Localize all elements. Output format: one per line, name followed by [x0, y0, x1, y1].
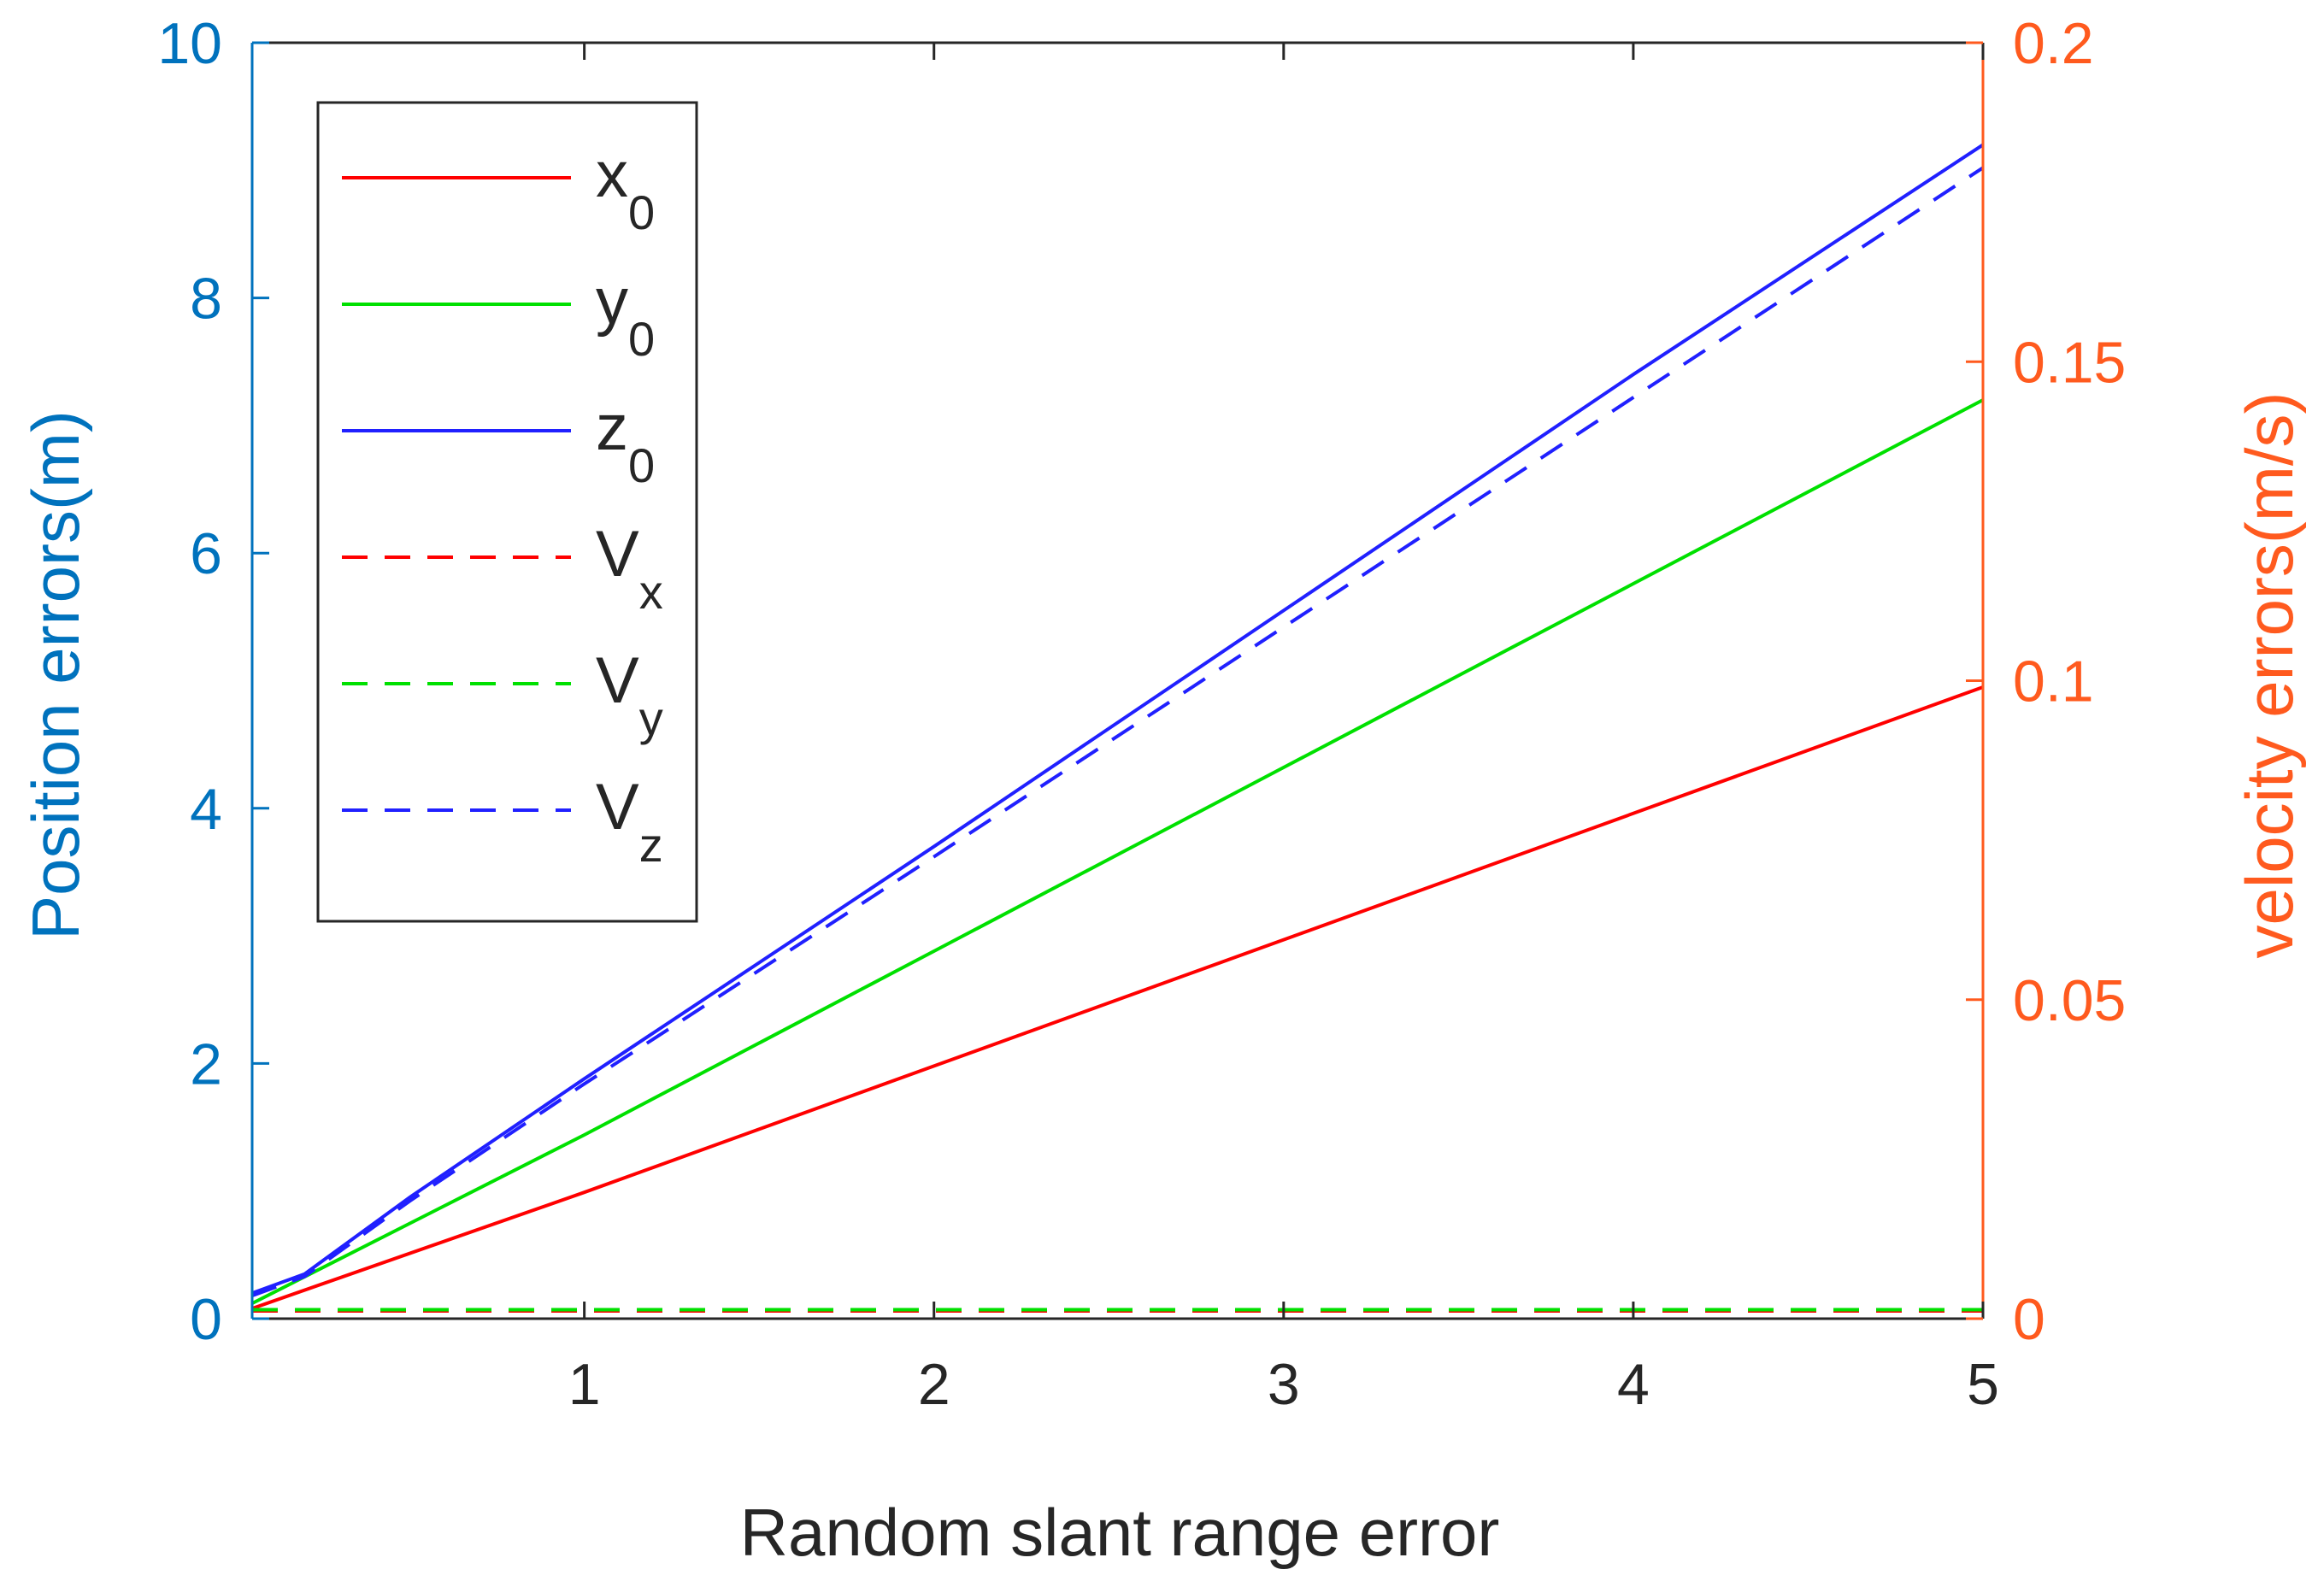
series-line-z-0 [251, 143, 1985, 1295]
y-tick-left-label: 0 [190, 1287, 222, 1352]
legend-entry: Vy [596, 644, 663, 745]
y-tick-left-label: 2 [190, 1032, 222, 1096]
legend-box [316, 101, 698, 923]
series-layer [251, 143, 1985, 1313]
y-tick-right-label: 0.1 [2013, 649, 2094, 714]
y-tick-left-label: 4 [190, 777, 222, 842]
legend-entry-name: x [596, 138, 628, 211]
series-line-x-0 [251, 685, 1984, 1310]
legend-entry: z0 [596, 391, 655, 492]
legend-entry: x0 [596, 138, 655, 239]
legend-entry-name: V [596, 771, 639, 843]
x-tick-label: 1 [568, 1352, 601, 1417]
y-tick-right-label: 0.05 [2013, 968, 2126, 1033]
legend-entry-name: y [596, 265, 628, 338]
legend-entry-subscript: x [639, 565, 663, 619]
y-tick-left-label: 10 [157, 11, 222, 76]
series-line-v-z [251, 166, 1985, 1297]
y-tick-right-label: 0 [2013, 1287, 2045, 1352]
legend-entry-subscript: 0 [628, 438, 655, 492]
y-tick-left-label: 8 [190, 267, 222, 332]
y-axis-left-label: Position errors(m) [18, 410, 93, 940]
legend-entry-subscript: y [639, 691, 663, 745]
x-axis-label: Random slant range error [740, 1495, 1500, 1570]
legend-entry: Vx [596, 518, 663, 619]
legend-entry-name: V [596, 644, 639, 717]
y-tick-left-label: 6 [190, 521, 222, 586]
y-tick-right-label: 0.2 [2013, 11, 2094, 76]
legend-entry-subscript: 0 [628, 185, 655, 239]
y-axis-right-label: velocity errors(m/s) [2232, 391, 2307, 958]
x-tick-label: 4 [1617, 1352, 1650, 1417]
legend-entry-name: z [596, 391, 628, 464]
legend-entry: Vz [596, 771, 663, 872]
legend-entry: y0 [596, 265, 655, 366]
legend-entry-subscript: 0 [628, 312, 655, 366]
x-tick-label: 2 [918, 1352, 950, 1417]
series-line-y-0 [251, 398, 1984, 1305]
x-tick-label: 5 [1967, 1352, 1999, 1417]
legend-entry-subscript: z [639, 818, 663, 872]
y-tick-right-label: 0.15 [2013, 330, 2126, 395]
x-tick-label: 3 [1268, 1352, 1300, 1417]
legend-entry-name: V [596, 518, 639, 591]
